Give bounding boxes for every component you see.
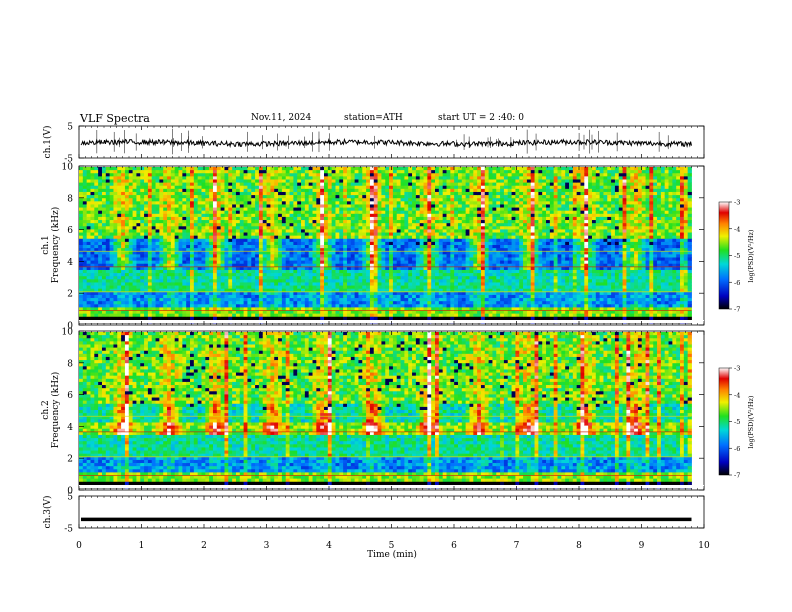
colorbar-tick-2-2: -5 bbox=[734, 418, 740, 426]
x-axis-label: Time (min) bbox=[367, 549, 417, 560]
ch2-spectrogram-ylabel-line2: Frequency (kHz) bbox=[50, 372, 61, 449]
x-tick-label-2: 2 bbox=[201, 541, 207, 551]
colorbar-tick-1-3: -6 bbox=[734, 279, 740, 287]
x-tick-label-1: 1 bbox=[139, 541, 145, 551]
x-tick-label-4: 4 bbox=[326, 541, 332, 551]
ch1-spectrogram-image bbox=[79, 167, 704, 324]
ch1-waveform-trace bbox=[80, 137, 692, 148]
ch1-spectrogram-ylabel-line2: Frequency (kHz) bbox=[50, 207, 61, 284]
x-tick-label-7: 7 bbox=[514, 541, 520, 551]
ch2-spectrogram-ylabel-line1: ch.2 bbox=[41, 400, 51, 419]
x-tick-label-10: 10 bbox=[698, 541, 710, 551]
y-tick-label-1-0: 0 bbox=[67, 322, 73, 332]
y-tick-label-3-0: 5 bbox=[67, 493, 73, 503]
y-tick-label-1-4: 8 bbox=[67, 194, 73, 204]
y-tick-label-1-5: 10 bbox=[62, 163, 74, 173]
ch3-waveform-frame bbox=[78, 495, 705, 529]
ch2-colorbar bbox=[718, 367, 730, 476]
ch1-colorbar bbox=[718, 201, 730, 310]
ch3-waveform-ylabel: ch.3(V) bbox=[42, 496, 53, 529]
x-tick-label-5: 5 bbox=[389, 541, 395, 551]
x-tick-label-6: 6 bbox=[451, 541, 457, 551]
y-tick-label-2-4: 8 bbox=[67, 359, 73, 369]
colorbar-tick-2-0: -3 bbox=[734, 365, 740, 373]
y-tick-label-0-0: 5 bbox=[67, 123, 73, 133]
x-tick-label-0: 0 bbox=[76, 541, 82, 551]
axis-ticks: 0 1 2 3 4 5 6 7 8 9 105-5024681002468105-5-3-4-5-6… bbox=[62, 123, 741, 552]
x-tick-label-3: 3 bbox=[264, 541, 270, 551]
y-tick-label-2-3: 6 bbox=[67, 391, 73, 401]
y-tick-label-1-3: 6 bbox=[67, 226, 73, 236]
date-label: Nov.11, 2024 bbox=[251, 113, 312, 123]
colorbar-tick-1-4: -7 bbox=[734, 306, 740, 314]
ch2-colorbar-label: log(PSD)(V²/Hz) bbox=[747, 395, 755, 448]
y-tick-label-2-5: 10 bbox=[62, 328, 74, 338]
y-tick-label-2-1: 2 bbox=[67, 455, 73, 465]
x-tick-label-8: 8 bbox=[576, 541, 582, 551]
colorbar-tick-2-3: -6 bbox=[734, 445, 740, 453]
y-tick-label-1-2: 4 bbox=[67, 258, 73, 268]
colorbar-tick-2-1: -4 bbox=[734, 391, 740, 399]
ch1-colorbar-label: log(PSD)(V²/Hz) bbox=[747, 229, 755, 282]
ch2-spectrogram-image bbox=[79, 332, 704, 489]
y-tick-label-0-1: -5 bbox=[64, 155, 73, 165]
ch1-waveform-ylabel: ch.1(V) bbox=[42, 126, 53, 159]
colorbar-tick-1-2: -5 bbox=[734, 252, 740, 260]
colorbar-tick-1-0: -3 bbox=[734, 199, 740, 207]
y-tick-label-2-0: 0 bbox=[67, 487, 73, 497]
station-label: station=ATH bbox=[344, 113, 403, 123]
start-time-label: start UT = 2 :40: 0 bbox=[438, 113, 524, 123]
ch1-waveform-spikes bbox=[96, 128, 669, 155]
y-tick-label-2-2: 4 bbox=[67, 423, 73, 433]
figure-title: VLF Spectra bbox=[80, 112, 150, 125]
y-tick-label-3-1: -5 bbox=[64, 525, 73, 535]
ch1-spectrogram-ylabel-line1: ch.1 bbox=[41, 235, 51, 254]
y-tick-label-1-1: 2 bbox=[67, 290, 73, 300]
colorbar-tick-1-1: -4 bbox=[734, 225, 740, 233]
x-tick-label-9: 9 bbox=[639, 541, 645, 551]
colorbar-tick-2-4: -7 bbox=[734, 472, 740, 480]
